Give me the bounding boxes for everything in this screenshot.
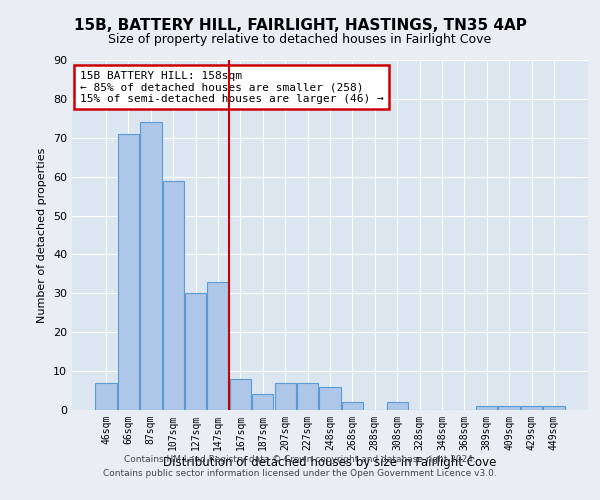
- Bar: [118, 134, 139, 410]
- Bar: [230, 379, 251, 410]
- Text: 15B BATTERY HILL: 158sqm
← 85% of detached houses are smaller (258)
15% of semi-: 15B BATTERY HILL: 158sqm ← 85% of detach…: [80, 70, 383, 104]
- Text: Contains HM Land Registry data © Crown copyright and database right 2024.: Contains HM Land Registry data © Crown c…: [124, 456, 476, 464]
- Bar: [521, 406, 542, 410]
- Text: 15B, BATTERY HILL, FAIRLIGHT, HASTINGS, TN35 4AP: 15B, BATTERY HILL, FAIRLIGHT, HASTINGS, …: [74, 18, 526, 32]
- Text: Size of property relative to detached houses in Fairlight Cove: Size of property relative to detached ho…: [109, 32, 491, 46]
- Bar: [163, 180, 184, 410]
- Bar: [275, 383, 296, 410]
- Bar: [297, 383, 318, 410]
- Bar: [476, 406, 497, 410]
- Bar: [185, 294, 206, 410]
- Bar: [342, 402, 363, 410]
- Bar: [543, 406, 565, 410]
- Bar: [499, 406, 520, 410]
- Y-axis label: Number of detached properties: Number of detached properties: [37, 148, 47, 322]
- Bar: [95, 383, 117, 410]
- Bar: [319, 386, 341, 410]
- X-axis label: Distribution of detached houses by size in Fairlight Cove: Distribution of detached houses by size …: [163, 456, 497, 468]
- Text: Contains public sector information licensed under the Open Government Licence v3: Contains public sector information licen…: [103, 469, 497, 478]
- Bar: [140, 122, 161, 410]
- Bar: [208, 282, 229, 410]
- Bar: [386, 402, 408, 410]
- Bar: [252, 394, 274, 410]
